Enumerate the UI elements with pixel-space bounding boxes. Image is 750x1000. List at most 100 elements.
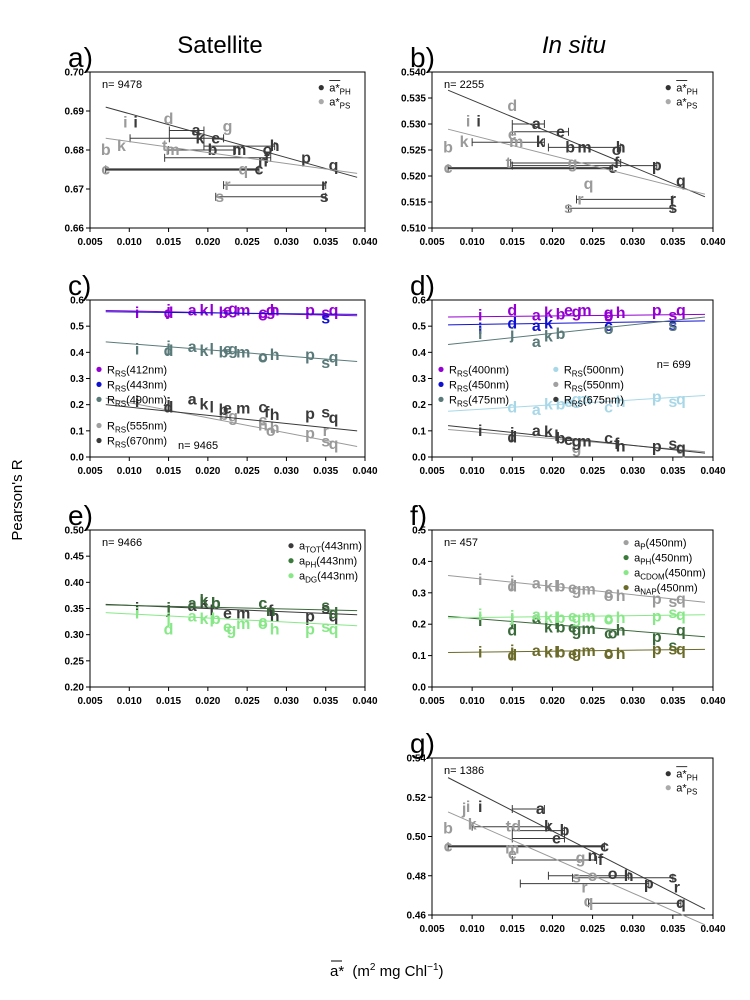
y-tick-label: 0.535	[401, 94, 426, 105]
point-marker: m	[577, 302, 591, 319]
point-marker: f	[264, 150, 270, 167]
point-marker: b	[211, 611, 221, 628]
point-marker: k	[199, 397, 208, 414]
point-marker: a	[188, 391, 197, 408]
point-marker: q	[676, 641, 686, 658]
legend-dot-icon	[288, 543, 294, 549]
legend-label: RRS(475nm)	[449, 394, 509, 408]
legend-dot-icon	[665, 99, 671, 105]
x-tick-label: 0.040	[352, 237, 377, 248]
point-marker: a	[188, 391, 197, 408]
point-marker: e	[223, 342, 232, 359]
y-tick-label: 0.2	[412, 620, 426, 631]
y-tick-label: 0.2	[70, 400, 84, 411]
legend-entry: aDG(443nm)	[288, 571, 358, 585]
point-marker: b	[556, 431, 566, 448]
point-marker: a	[188, 595, 197, 612]
panel-e: e) 0.005 0.010 0.015 0.020 0.025 0.030 0.035 0.0…	[65, 500, 378, 707]
point-marker: g	[228, 342, 238, 359]
y-tick-label: 0.515	[401, 198, 426, 209]
point-marker: q	[329, 158, 339, 175]
legend: a*PHa*PS	[665, 80, 698, 111]
point-marker: m	[509, 134, 523, 151]
legend-entry: a*PS	[665, 783, 697, 797]
point-marker: d	[507, 316, 517, 333]
fit-line	[105, 311, 358, 315]
point-marker: e	[508, 846, 517, 863]
x-tick-label: 0.025	[580, 924, 605, 935]
plot-frame	[431, 529, 714, 688]
point-marker: p	[305, 608, 315, 625]
point-marker: b	[208, 142, 218, 159]
point-marker: k	[199, 611, 208, 628]
point-marker: j	[461, 801, 466, 818]
point-marker: s	[668, 870, 677, 887]
series-aPH(443nm): j a k b cn sd	[105, 593, 358, 623]
point-marker: g	[576, 850, 586, 867]
legend-label: aTOT(443nm)	[299, 541, 362, 555]
point-marker: b	[219, 402, 229, 419]
point-marker: b	[443, 821, 453, 838]
point-marker: h	[270, 420, 280, 437]
x-tick-label: 0.005	[419, 237, 444, 248]
y-tick-label: 0.1	[412, 651, 426, 662]
point-marker: q	[676, 173, 686, 190]
y-tick-label: 0.6	[70, 296, 84, 307]
point-marker: c	[444, 160, 453, 177]
point-marker: h	[616, 439, 626, 456]
y-tick-label: 0.68	[65, 146, 85, 157]
point-marker: c	[604, 431, 613, 448]
x-tick-label: 0.015	[500, 466, 525, 477]
point-marker: m	[236, 606, 250, 623]
point-marker: s	[668, 638, 677, 655]
point-marker: g	[572, 440, 582, 457]
point-marker: c	[604, 644, 613, 661]
panel-label: g)	[410, 728, 435, 759]
point-marker: q	[676, 895, 686, 912]
point-marker: l	[210, 614, 214, 631]
x-tick-label: 0.015	[156, 237, 181, 248]
point-marker: o	[266, 423, 276, 440]
point-marker: o	[588, 868, 598, 885]
x-tick-label: 0.015	[156, 696, 181, 707]
y-tick-label: 0.540	[401, 68, 426, 79]
x-tick-label: 0.035	[313, 466, 338, 477]
legend-entry: RRS(475nm)	[438, 394, 509, 408]
point-marker: k	[117, 138, 126, 155]
y-tick-label: 0.40	[65, 578, 85, 589]
svg-text:a* (m2 mg Chl−1): a* (m2 mg Chl−1)	[330, 962, 444, 980]
legend-label: aNAP(450nm)	[634, 583, 698, 597]
y-tick-label: 0.525	[401, 146, 426, 157]
point-marker: d	[507, 579, 517, 596]
point-marker: p	[652, 158, 662, 175]
point-marker: d	[507, 302, 517, 319]
y-tick-label: 0.45	[65, 552, 85, 563]
point-marker: k	[460, 134, 469, 151]
point-marker: s	[668, 394, 677, 411]
point-marker: p	[652, 608, 662, 625]
point-marker: k	[199, 593, 208, 610]
legend-label: a*PS	[676, 783, 697, 797]
legend-dot-icon	[96, 437, 102, 444]
point-marker: b	[556, 326, 566, 343]
point-marker: p	[652, 591, 662, 608]
y-tick-label: 0.50	[407, 832, 427, 843]
legend-label: RRS(490nm)	[107, 394, 167, 408]
point-marker: s	[321, 601, 330, 618]
point-marker: g	[227, 621, 237, 638]
y-tick-label: 0.520	[401, 172, 426, 183]
point-marker: o	[608, 866, 618, 883]
point-marker: q	[676, 440, 686, 457]
legend-dot-icon	[623, 569, 629, 576]
point-marker: p	[305, 425, 315, 442]
point-marker: s	[215, 189, 224, 206]
point-marker: a	[532, 610, 541, 627]
legend-label: a*PH	[676, 769, 698, 783]
point-marker: k	[544, 397, 553, 414]
x-tick-label: 0.025	[235, 696, 260, 707]
point-marker: k	[199, 343, 208, 360]
x-tick-label: 0.020	[540, 696, 565, 707]
y-tick-label: 0.50	[65, 526, 85, 537]
